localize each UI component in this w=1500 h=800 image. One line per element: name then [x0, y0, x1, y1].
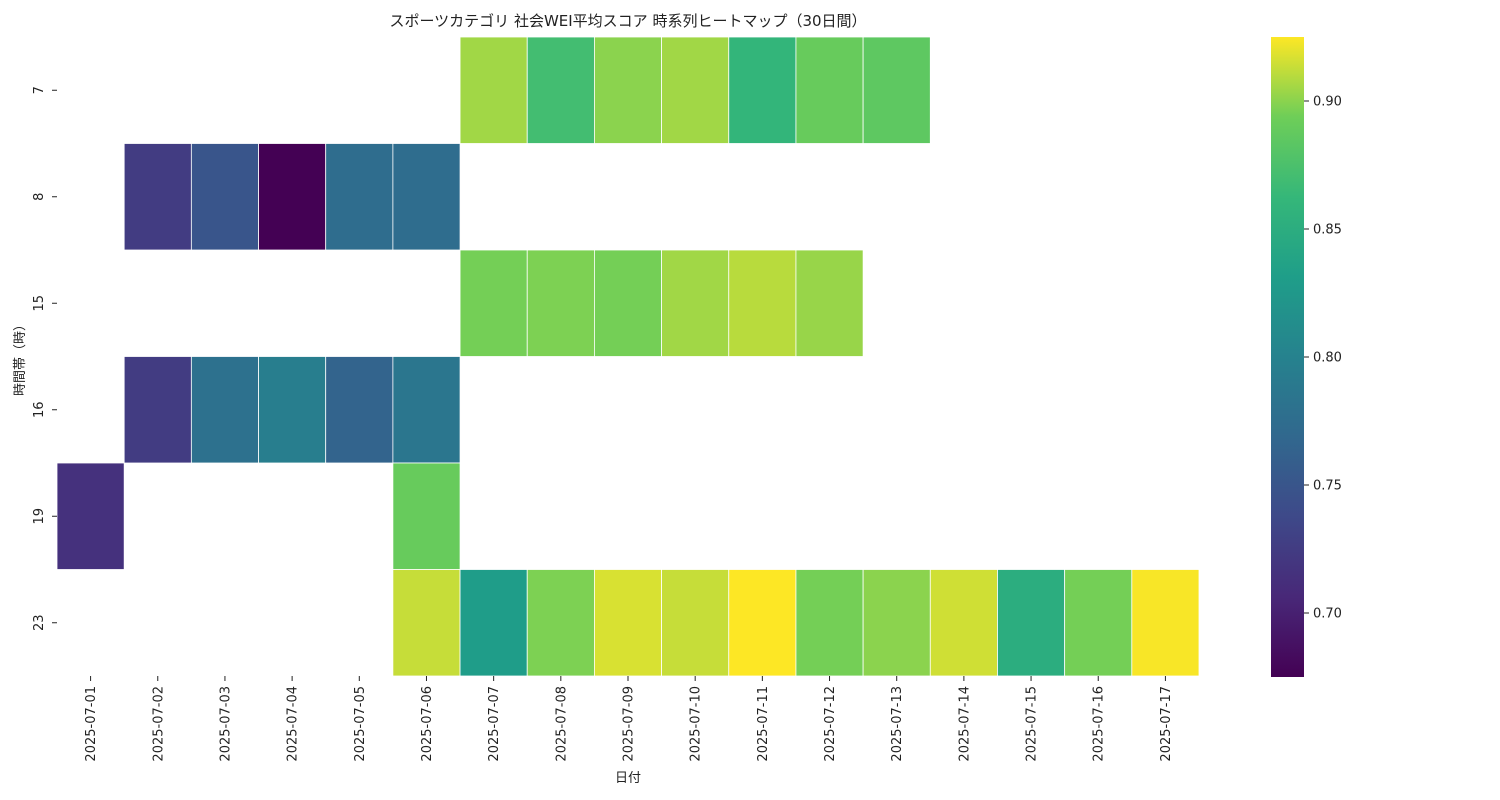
heatmap-cell	[190, 356, 259, 464]
x-tick-label: 2025-07-11	[756, 686, 771, 762]
x-tick-label: 2025-07-06	[420, 686, 435, 762]
colorbar-tick-label: 0.85	[1313, 223, 1342, 238]
heatmap-cell	[728, 569, 797, 677]
y-axis-label: 時間帯（時）	[13, 318, 28, 396]
x-tick-label: 2025-07-15	[1025, 686, 1040, 762]
x-axis-label: 日付	[615, 771, 641, 786]
heatmap-cell	[661, 36, 730, 144]
y-tick-label: 15	[32, 295, 47, 312]
heatmap-cell	[795, 36, 864, 144]
x-axis-ticks: 2025-07-01 2025-07-02 2025-07-03 2025-07-04…	[84, 676, 1174, 762]
colorbar-tick-label: 0.90	[1313, 95, 1342, 110]
x-tick-label: 2025-07-14	[957, 686, 972, 762]
heatmap-cell	[1064, 569, 1133, 677]
heatmap-cell	[459, 36, 528, 144]
heatmap-cell	[728, 36, 797, 144]
x-tick-label: 2025-07-08	[554, 686, 569, 762]
heatmap-cell	[392, 569, 461, 677]
x-tick-label: 2025-07-09	[622, 686, 637, 762]
colorbar-gradient	[1271, 37, 1304, 677]
y-tick-label: 7	[32, 86, 47, 94]
x-tick-label: 2025-07-12	[823, 686, 838, 762]
colorbar-tick-label: 0.70	[1313, 607, 1342, 622]
x-tick-label: 2025-07-05	[353, 686, 368, 762]
heatmap-cell	[123, 143, 192, 251]
colorbar: 0.70 0.75 0.80 0.85 0.90	[1271, 37, 1342, 677]
y-tick-label: 23	[32, 614, 47, 631]
x-tick-label: 2025-07-10	[689, 686, 704, 762]
heatmap-cell	[661, 569, 730, 677]
heatmap-cell	[929, 569, 998, 677]
y-tick-label: 16	[32, 401, 47, 418]
heatmap-cell	[661, 249, 730, 357]
heatmap-cell	[459, 569, 528, 677]
heatmap-cell	[728, 249, 797, 357]
y-tick-label: 8	[32, 193, 47, 201]
heatmap-cell	[997, 569, 1066, 677]
heatmap-cell	[392, 143, 461, 251]
heatmap-cell	[526, 569, 595, 677]
y-axis-ticks: 7 8 15 16 19 23	[32, 86, 57, 631]
heatmap-cell	[526, 36, 595, 144]
colorbar-tick-label: 0.80	[1313, 351, 1342, 366]
heatmap-cell	[392, 462, 461, 570]
heatmap-cell	[526, 249, 595, 357]
heatmap-cells	[56, 36, 1200, 677]
heatmap-cell	[258, 356, 327, 464]
heatmap-cell	[795, 249, 864, 357]
heatmap-cell	[123, 356, 192, 464]
chart-title: スポーツカテゴリ 社会WEI平均スコア 時系列ヒートマップ（30日間）	[389, 12, 866, 30]
x-tick-label: 2025-07-02	[151, 686, 166, 762]
x-tick-label: 2025-07-07	[487, 686, 502, 762]
heatmap-cell	[594, 36, 662, 144]
heatmap-cell	[56, 462, 125, 570]
heatmap-cell	[190, 143, 259, 251]
x-tick-label: 2025-07-17	[1159, 686, 1174, 762]
heatmap-cell	[862, 36, 931, 144]
x-tick-label: 2025-07-04	[286, 686, 301, 762]
x-tick-label: 2025-07-03	[218, 686, 233, 762]
heatmap-cell	[594, 249, 662, 357]
colorbar-tick-label: 0.75	[1313, 479, 1342, 494]
heatmap-cell	[1131, 569, 1200, 677]
heatmap-cell	[258, 143, 327, 251]
x-tick-label: 2025-07-13	[890, 686, 905, 762]
heatmap-cell	[862, 569, 931, 677]
heatmap-cell	[459, 249, 528, 357]
x-tick-label: 2025-07-01	[84, 686, 99, 762]
heatmap-cell	[325, 143, 394, 251]
heatmap-cell	[392, 356, 461, 464]
heatmap-cell	[594, 569, 662, 677]
x-tick-label: 2025-07-16	[1092, 686, 1107, 762]
heatmap-cell	[325, 356, 394, 464]
heatmap-cell	[795, 569, 864, 677]
y-tick-label: 19	[32, 508, 47, 525]
